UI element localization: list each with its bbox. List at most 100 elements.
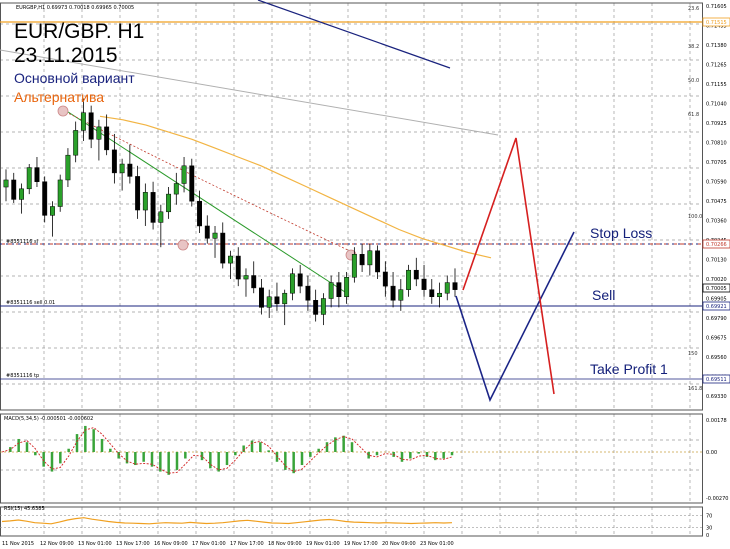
x-tick-label: 17 Nov 17:00 xyxy=(230,541,264,547)
candle-body xyxy=(150,192,156,223)
rsi-tick: 70 xyxy=(706,514,712,520)
candle-body xyxy=(398,289,404,301)
candle-body xyxy=(305,285,311,301)
candle-body xyxy=(328,282,334,299)
candle-body xyxy=(220,232,226,264)
candle-body xyxy=(173,183,179,195)
candle-body xyxy=(251,275,257,289)
x-tick-label: 20 Nov 09:00 xyxy=(382,541,416,547)
candle-body xyxy=(49,206,55,216)
candle-body xyxy=(104,126,110,151)
candle-body xyxy=(111,149,117,174)
x-tick-label: 23 Nov 01:00 xyxy=(420,541,454,547)
y-tick-label: 0.70810 xyxy=(706,141,727,147)
candle-body xyxy=(259,287,264,308)
y-tick-label: 0.69790 xyxy=(706,316,727,322)
candle-body xyxy=(297,273,303,287)
main-variant-legend: Основной вариант xyxy=(14,70,135,86)
macd-tick: 0.00 xyxy=(706,450,717,456)
candle-body xyxy=(3,179,9,188)
candle-body xyxy=(375,250,381,273)
candle-body xyxy=(289,273,295,294)
candle-body xyxy=(189,165,195,202)
candle-body xyxy=(119,163,125,174)
date-title: 23.11.2015 xyxy=(14,44,118,67)
candle-body xyxy=(166,193,172,213)
fib-level-label: 61.8 xyxy=(688,112,699,118)
stop-line-label: #8351116 sl xyxy=(6,239,38,245)
y-tick-label: 0.70360 xyxy=(706,219,727,225)
candle-body xyxy=(127,163,133,177)
candle-body xyxy=(437,292,442,297)
take-profit-annotation: Take Profit 1 xyxy=(590,361,668,377)
fib-level-label: 100.0 xyxy=(688,214,702,220)
sell-annotation: Sell xyxy=(592,287,616,303)
candle-body xyxy=(135,176,141,211)
price-marker-box xyxy=(702,17,730,27)
x-tick-label: 12 Nov 09:00 xyxy=(40,541,74,547)
price-marker-box xyxy=(702,283,730,293)
x-tick-label: 19 Nov 17:00 xyxy=(344,541,378,547)
candle-body xyxy=(452,282,458,290)
y-tick-label: 0.69560 xyxy=(706,355,727,361)
trend-line xyxy=(61,107,346,293)
rsi-line xyxy=(1,517,453,525)
fib-level-label: 150 xyxy=(688,351,698,357)
candles xyxy=(3,98,458,326)
symbol-title: EUR/GBP. H1 xyxy=(14,20,145,43)
x-tick-label: 17 Nov 01:00 xyxy=(192,541,226,547)
price-marker-label: 0.69511 xyxy=(706,377,727,383)
macd-tick: 0.00178 xyxy=(706,418,727,424)
y-tick-label: 0.70020 xyxy=(706,277,727,283)
fib-upper-line xyxy=(257,0,451,69)
x-tick-label: 11 Nov 2015 xyxy=(2,541,34,547)
candle-body xyxy=(274,296,280,305)
candle-body xyxy=(197,200,202,227)
rsi-tick: 0 xyxy=(706,533,709,539)
candle-body xyxy=(88,112,94,140)
candle-body xyxy=(26,167,32,190)
rsi-label: RSI(15) 45.6385 xyxy=(4,506,45,512)
y-tick-label: 0.70705 xyxy=(706,160,727,166)
sell-line-label: #8351116 sell 0.01 xyxy=(6,300,55,306)
candle-body xyxy=(57,179,63,207)
rsi-indicator xyxy=(0,515,702,528)
info-line: EURGBP,H1 0.69973 0.70018 0.69965 0.7000… xyxy=(16,5,134,11)
candle-body xyxy=(34,167,40,182)
candle-body xyxy=(73,130,79,156)
scenario-paths xyxy=(455,137,575,403)
candle-body xyxy=(313,300,319,315)
panel-frame xyxy=(0,506,703,537)
tp-line-label: #8351116 tp xyxy=(6,373,39,379)
candle-body xyxy=(421,278,427,290)
candle-body xyxy=(266,296,272,308)
x-tick-label: 13 Nov 01:00 xyxy=(78,541,112,547)
y-tick-label: 0.69675 xyxy=(706,336,727,342)
x-tick-label: 18 Nov 09:00 xyxy=(268,541,302,547)
x-tick-label: 19 Nov 01:00 xyxy=(306,541,340,547)
candle-body xyxy=(344,277,350,297)
moving-average xyxy=(99,115,492,259)
candle-body xyxy=(212,232,218,239)
candle-body xyxy=(367,250,373,266)
pivot-marker xyxy=(177,239,189,251)
alt-scenario-path xyxy=(462,137,555,395)
candle-body xyxy=(336,282,342,297)
stop-loss-annotation: Stop Loss xyxy=(590,225,653,241)
y-tick-label: 0.70590 xyxy=(706,180,727,186)
fib-level-label: 50.0 xyxy=(688,78,699,84)
macd-indicator xyxy=(0,425,702,475)
price-marker-label: 0.70005 xyxy=(706,286,727,292)
candle-body xyxy=(142,192,148,211)
fib-level-label: 161.8 xyxy=(688,386,702,392)
fib-level-label: 38.2 xyxy=(688,44,699,50)
y-tick-label: 0.70130 xyxy=(706,258,727,264)
candle-body xyxy=(42,181,48,216)
x-tick-label: 16 Nov 09:00 xyxy=(154,541,188,547)
alternative-legend: Альтернатива xyxy=(14,89,105,105)
candle-body xyxy=(11,179,17,200)
candle-body xyxy=(19,188,24,200)
candle-body xyxy=(406,269,412,290)
candle-body xyxy=(359,254,365,266)
candle-body xyxy=(382,271,388,287)
